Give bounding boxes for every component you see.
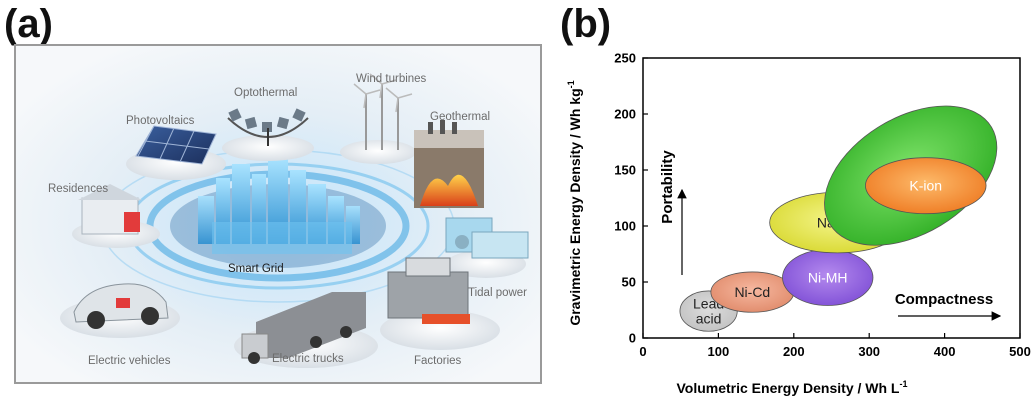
y-tick-label: 0 xyxy=(629,331,636,346)
y-axis-title: Gravimetric Energy Density / Wh kg-1 xyxy=(566,80,583,325)
electric-trucks-node xyxy=(234,292,378,368)
ticks-layer: 0 100 200 300 400 500 0 50 100 150 200 250 xyxy=(614,51,1031,360)
label-smart-grid: Smart Grid xyxy=(228,263,284,275)
x-axis-title: Volumetric Energy Density / Wh L-1 xyxy=(676,379,907,396)
optothermal-node xyxy=(222,108,314,161)
label-optothermal: Optothermal xyxy=(234,87,297,99)
x-tick-label: 300 xyxy=(858,344,880,359)
photovoltaics-node xyxy=(126,125,226,180)
panel-a-letter: (a) xyxy=(4,2,53,46)
y-tick-label: 200 xyxy=(614,107,636,122)
factories-node xyxy=(380,257,500,350)
y-tick-label: 150 xyxy=(614,163,636,178)
region-ni-mh-label: Ni-MH xyxy=(808,270,848,286)
x-tick-label: 400 xyxy=(934,344,956,359)
label-residences: Residences xyxy=(48,183,108,195)
label-geothermal: Geothermal xyxy=(430,111,490,123)
label-factories: Factories xyxy=(414,355,462,367)
region-ni-cd-label: Ni-Cd xyxy=(734,284,770,300)
x-tick-label: 500 xyxy=(1009,344,1031,359)
label-tidal-power: Tidal power xyxy=(468,287,527,299)
label-photovoltaics: Photovoltaics xyxy=(126,115,195,127)
label-electric-trucks: Electric trucks xyxy=(272,353,344,365)
label-electric-vehicles: Electric vehicles xyxy=(88,355,171,367)
panel-b-letter: (b) xyxy=(560,2,612,46)
residences-node xyxy=(72,184,160,248)
y-tick-label: 100 xyxy=(614,219,636,234)
region-k-ion-label: K-ion xyxy=(909,178,942,194)
x-tick-label: 100 xyxy=(708,344,730,359)
x-tick-label: 200 xyxy=(783,344,805,359)
tidal-power-node xyxy=(445,217,529,278)
wind-turbines-node xyxy=(340,73,416,164)
y-tick-label: 250 xyxy=(614,51,636,66)
geothermal-node xyxy=(414,120,484,208)
axes-layer xyxy=(642,57,1021,339)
y-tick-label: 50 xyxy=(622,275,636,290)
compactness-annotation: Compactness xyxy=(895,291,993,308)
x-tick-label: 0 xyxy=(639,344,646,359)
smart-grid-city xyxy=(198,158,360,254)
plot-frame xyxy=(642,57,1021,339)
region-k-ion-shape xyxy=(865,157,987,215)
smart-grid-illustration: Photovoltaics Optothermal Wind turbines … xyxy=(14,44,542,384)
region-k-ion xyxy=(865,157,987,215)
label-wind-turbines: Wind turbines xyxy=(356,73,427,85)
electric-vehicles-node xyxy=(60,283,180,338)
region-lead-acid-label: acid xyxy=(696,311,722,327)
portability-annotation: Portability xyxy=(659,150,676,224)
